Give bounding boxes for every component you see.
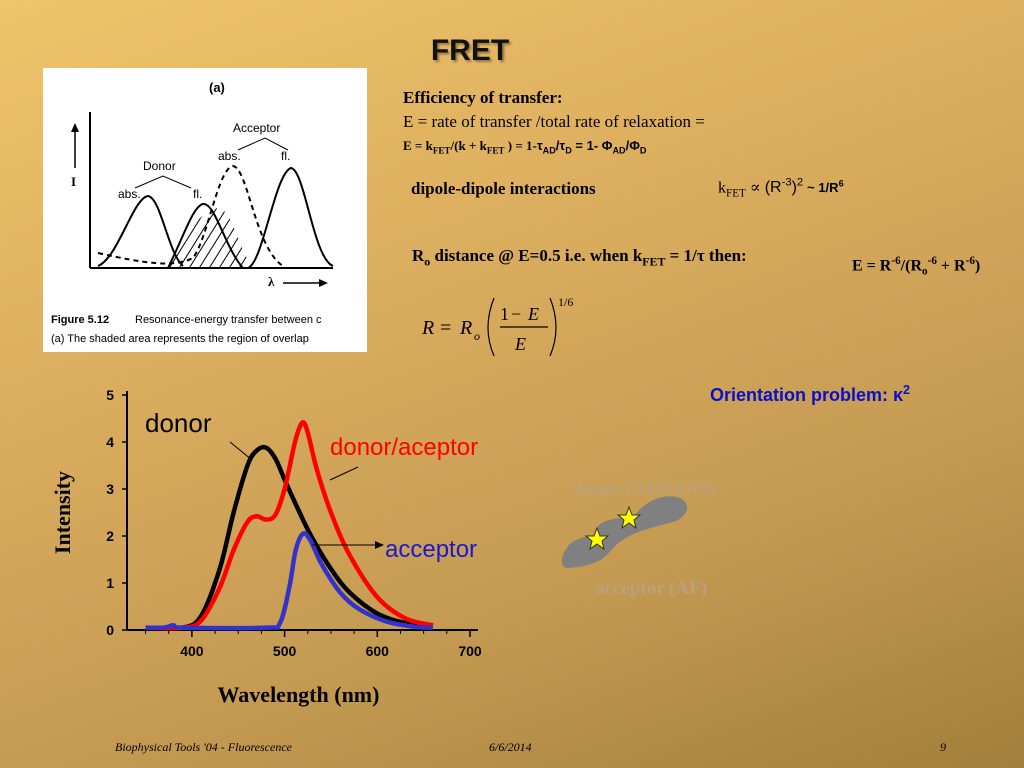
spectrum-chart: 0 1 2 3 4 5 400 500 600 700 Intensity Wavelength … xyxy=(40,385,530,715)
molecule-donor-label: donor (AEDANS) xyxy=(573,478,717,499)
figure-x-label: λ xyxy=(268,274,275,289)
donor-abs-curve xyxy=(97,194,184,267)
figure-acceptor-label: Acceptor xyxy=(233,121,280,135)
molecule-acceptor-label: acceptor (AF) xyxy=(595,578,707,599)
figure-y-label: I xyxy=(71,174,76,189)
acceptor-abs-curve xyxy=(97,164,284,267)
series-label-acceptor: acceptor xyxy=(385,536,477,563)
molecule-blob xyxy=(561,496,688,568)
series-line-2 xyxy=(145,531,434,631)
figure-caption-prefix: Figure 5.12 xyxy=(51,314,109,326)
svg-text:1/6: 1/6 xyxy=(558,295,573,309)
series-label-donor: donor xyxy=(145,408,212,438)
y-tick-label: 5 xyxy=(106,387,114,403)
efficiency-block: Efficiency of transfer: E = rate of tran… xyxy=(403,86,705,163)
series-line-1 xyxy=(145,420,434,631)
donor-fl-curve xyxy=(167,203,244,269)
figure-panel-label: (a) xyxy=(209,80,225,95)
textbook-figure: (a) I λ xyxy=(43,68,367,352)
svg-text:R: R xyxy=(421,317,434,339)
svg-text:R: R xyxy=(459,317,472,339)
molecule-sketch: donor (AEDANS) acceptor (AF) xyxy=(555,470,785,610)
figure-caption-line1: Resonance-energy transfer between c xyxy=(135,314,322,326)
series-line-0 xyxy=(145,444,434,631)
svg-text:1: 1 xyxy=(500,304,509,324)
figure-acceptor-fl-label: fl. xyxy=(281,149,290,163)
kfet-proportionality: kFET ∝ (R-3)2 ~ 1/R6 xyxy=(718,177,844,200)
acceptor-star-icon xyxy=(584,526,610,551)
donor-star-icon xyxy=(616,505,642,530)
figure-donor-abs-label: abs. xyxy=(118,187,141,201)
slide-title: FRET xyxy=(430,34,510,67)
x-tick-label: 700 xyxy=(458,643,482,659)
ro-text-a: distance @ E=0.5 i.e. when k xyxy=(434,246,643,265)
figure-donor-label: Donor xyxy=(143,159,176,173)
svg-text:o: o xyxy=(474,329,480,343)
y-tick-label: 0 xyxy=(106,622,114,638)
y-tick-label: 2 xyxy=(106,528,114,544)
efficiency-definition: E = rate of transfer /total rate of rela… xyxy=(403,112,705,131)
dipole-label: dipole-dipole interactions xyxy=(411,179,596,198)
svg-text:E: E xyxy=(514,334,526,354)
figure-acceptor-abs-label: abs. xyxy=(218,149,241,163)
ro-line: Ro distance @ E=0.5 i.e. when kFET = 1/τ… xyxy=(412,246,747,269)
acceptor-arrowhead xyxy=(375,541,384,549)
x-tick-label: 500 xyxy=(273,643,297,659)
y-tick-label: 4 xyxy=(106,434,114,450)
svg-text:−: − xyxy=(511,304,521,324)
ro-text-b: = 1/τ then: xyxy=(669,246,747,265)
svg-text:=: = xyxy=(440,317,451,339)
dipole-approx: ~ 1/R xyxy=(807,180,839,196)
efficiency-heading: Efficiency of transfer: xyxy=(403,88,563,107)
footer-page: 9 xyxy=(940,740,946,754)
acceptor-fl-curve xyxy=(247,166,334,269)
donor-pointer xyxy=(229,441,253,461)
r-formula: R = R o 1 − E E 1/6 xyxy=(420,290,590,365)
y-tick-label: 3 xyxy=(106,481,114,497)
figure-donor-fl-label: fl. xyxy=(193,187,202,201)
footer-date: 6/6/2014 xyxy=(489,740,532,754)
y-tick-label: 1 xyxy=(106,575,114,591)
y-axis-label: Intensity xyxy=(50,471,75,554)
svg-text:E: E xyxy=(527,304,539,324)
efficiency-r-equation: E = R-6/(Ro-6 + R-6) xyxy=(852,255,981,278)
orientation-problem: Orientation problem: κ2 xyxy=(710,383,911,405)
footer-course: Biophysical Tools '04 - Fluorescence xyxy=(115,740,292,754)
x-axis-label: Wavelength (nm) xyxy=(218,682,380,707)
series-label-donor-acceptor: donor/aceptor xyxy=(330,434,478,461)
x-tick-label: 600 xyxy=(366,643,390,659)
efficiency-equation: E = kFET/(k + kFET ) = 1-τAD/τD = 1- ΦAD… xyxy=(403,138,647,156)
x-tick-label: 400 xyxy=(180,643,204,659)
figure-caption-line2: (a) The shaded area represents the regio… xyxy=(51,333,309,345)
donor-acceptor-pointer xyxy=(329,466,359,481)
